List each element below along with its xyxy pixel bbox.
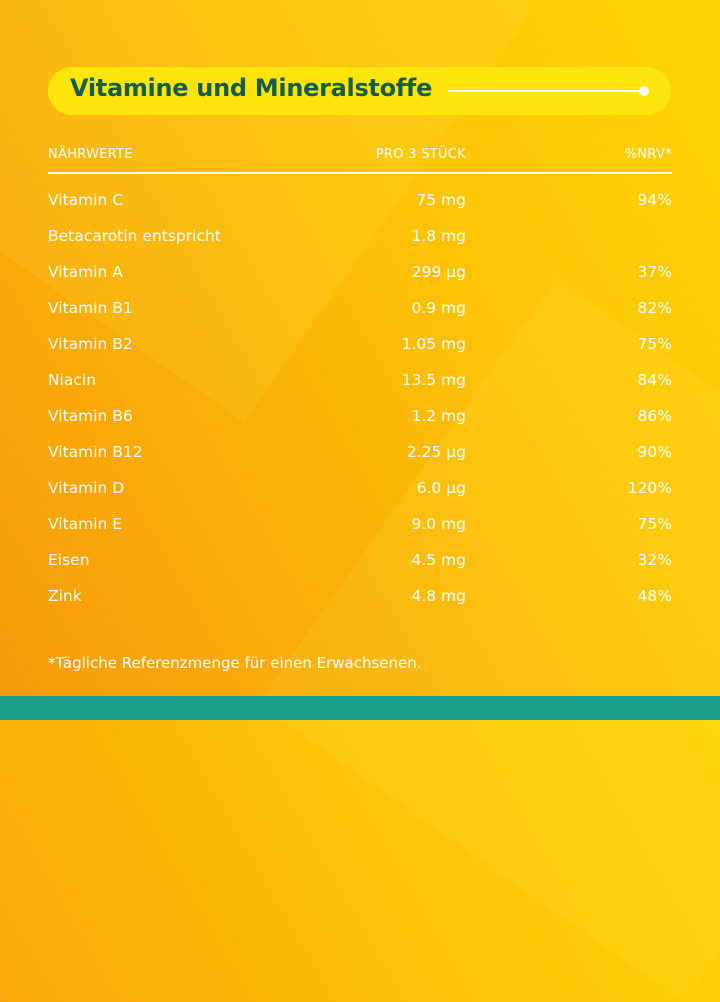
nutrient-nrv: 75% — [637, 335, 672, 353]
title-banner: Vitamine und Mineralstoffe — [48, 67, 671, 115]
nutrient-name: Vitamin A — [48, 263, 123, 281]
nutrient-name: Vitamin C — [48, 191, 124, 209]
nutrient-name: Vitamin B12 — [48, 443, 143, 461]
nutrient-name: Vitamin E — [48, 515, 123, 533]
nutrient-name: Betacarotin entspricht — [48, 227, 221, 245]
nutrient-amount: 0.9 mg — [411, 299, 466, 317]
title-decorative-dot — [639, 86, 649, 96]
nutrient-nrv: 90% — [637, 443, 672, 461]
nutrient-amount: 1.8 mg — [411, 227, 466, 245]
table-row: Vitamin B1 0.9 mg 82% — [48, 291, 672, 327]
table-row: Vitamin C 75 mg 94% — [48, 183, 672, 219]
nutrient-amount: 4.5 mg — [411, 551, 466, 569]
table-row: Vitamin E 9.0 mg 75% — [48, 507, 672, 543]
nutrient-name: Vitamin B2 — [48, 335, 133, 353]
nutrient-name: Zink — [48, 587, 82, 605]
table-row: Niacin 13.5 mg 84% — [48, 363, 672, 399]
nutrient-nrv: 37% — [637, 263, 672, 281]
header-divider — [48, 172, 672, 174]
nutrient-name: Vitamin D — [48, 479, 125, 497]
nutrient-nrv: 120% — [627, 479, 672, 497]
nutrient-amount: 1.2 mg — [411, 407, 466, 425]
table-row: Vitamin B6 1.2 mg 86% — [48, 399, 672, 435]
nutrient-amount: 299 µg — [411, 263, 466, 281]
header-nutrients: NÄHRWERTE — [48, 147, 133, 162]
table-row: Eisen 4.5 mg 32% — [48, 543, 672, 579]
table-row: Vitamin B12 2.25 µg 90% — [48, 435, 672, 471]
nutrient-name: Eisen — [48, 551, 90, 569]
nutrient-amount: 1.05 mg — [401, 335, 466, 353]
nutrition-table: NÄHRWERTE PRO 3 STÜCK %NRV* Vitamin C 75… — [48, 140, 672, 615]
table-row: Vitamin B2 1.05 mg 75% — [48, 327, 672, 363]
table-row: Zink 4.8 mg 48% — [48, 579, 672, 615]
footnote: *Tägliche Referenzmenge für einen Erwach… — [48, 654, 422, 672]
header-per-3-pieces: PRO 3 STÜCK — [375, 147, 466, 162]
header-nrv: %NRV* — [624, 147, 672, 162]
nutrient-nrv: 84% — [637, 371, 672, 389]
nutrient-nrv: 75% — [637, 515, 672, 533]
nutrient-nrv: 32% — [637, 551, 672, 569]
nutrient-amount: 13.5 mg — [401, 371, 466, 389]
title-decorative-line — [448, 90, 640, 92]
table-row: Betacarotin entspricht 1.8 mg — [48, 219, 672, 255]
nutrient-nrv: 82% — [637, 299, 672, 317]
nutrient-name: Vitamin B1 — [48, 299, 133, 317]
nutrient-name: Vitamin B6 — [48, 407, 133, 425]
page-title: Vitamine und Mineralstoffe — [70, 74, 433, 102]
nutrient-amount: 4.8 mg — [411, 587, 466, 605]
nutrient-nrv: 86% — [637, 407, 672, 425]
nutrient-nrv: 94% — [637, 191, 672, 209]
table-header: NÄHRWERTE PRO 3 STÜCK %NRV* — [48, 140, 672, 172]
nutrient-amount: 9.0 mg — [411, 515, 466, 533]
nutrient-amount: 75 mg — [416, 191, 466, 209]
bottom-bar — [0, 696, 720, 720]
nutrient-amount: 6.0 µg — [416, 479, 466, 497]
nutrient-amount: 2.25 µg — [406, 443, 466, 461]
table-row: Vitamin A 299 µg 37% — [48, 255, 672, 291]
nutrient-name: Niacin — [48, 371, 97, 389]
nutrient-nrv: 48% — [637, 587, 672, 605]
table-row: Vitamin D 6.0 µg 120% — [48, 471, 672, 507]
